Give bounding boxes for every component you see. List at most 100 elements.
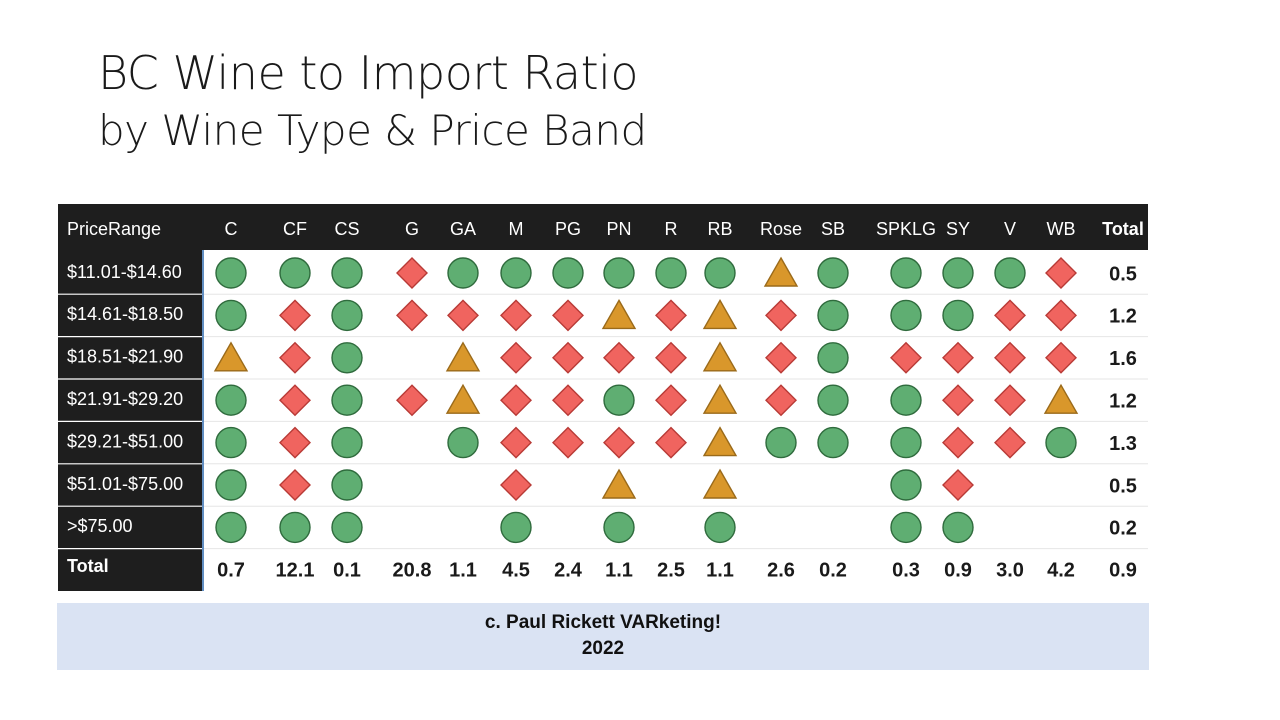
mark-circle bbox=[331, 299, 363, 332]
mark-circle bbox=[603, 257, 635, 289]
mark-circle bbox=[765, 426, 797, 459]
row-total: 1.3 bbox=[1109, 433, 1137, 455]
column-header-sy: SY bbox=[946, 219, 970, 239]
column-header-sb: SB bbox=[821, 219, 845, 239]
title-line-2: by Wine Type & Price Band bbox=[98, 106, 647, 155]
mark-diamond bbox=[603, 426, 635, 459]
mark-diamond bbox=[942, 384, 974, 417]
row-label: $14.61-$18.50 bbox=[67, 304, 183, 324]
column-header-rb: RB bbox=[707, 219, 732, 239]
mark-diamond bbox=[279, 469, 311, 501]
mark-diamond bbox=[765, 299, 797, 332]
column-header-m: M bbox=[509, 219, 524, 239]
mark-diamond bbox=[942, 341, 974, 374]
column-total: 0.1 bbox=[333, 559, 361, 581]
mark-diamond bbox=[500, 341, 532, 374]
mark-triangle bbox=[702, 468, 738, 499]
row-label: $11.01-$14.60 bbox=[67, 262, 182, 282]
mark-circle bbox=[215, 384, 247, 416]
matrix-header-bg bbox=[58, 204, 1148, 250]
column-total: 4.2 bbox=[1047, 559, 1075, 581]
column-total: 1.1 bbox=[605, 559, 633, 581]
mark-circle bbox=[331, 469, 363, 501]
mark-circle bbox=[704, 511, 736, 544]
footer-credit: c. Paul Rickett VARketing! 2022 bbox=[57, 603, 1149, 670]
row-label: >$75.00 bbox=[67, 516, 133, 536]
ratio-matrix: PriceRange C CF CS G GA M PG PN R RB Rose SB SPKLG SY V… bbox=[58, 204, 1148, 591]
mark-triangle bbox=[445, 383, 481, 414]
column-header-g: G bbox=[405, 219, 419, 239]
mark-circle bbox=[890, 299, 922, 332]
column-header-total: Total bbox=[1102, 219, 1144, 239]
mark-circle bbox=[942, 299, 974, 332]
column-header-spklg: SPKLG bbox=[876, 219, 936, 239]
column-total: 0.7 bbox=[217, 559, 245, 581]
mark-circle bbox=[817, 257, 849, 289]
mark-circle bbox=[890, 257, 922, 289]
row-label: $29.21-$51.00 bbox=[67, 431, 183, 451]
column-header-rose: Rose bbox=[760, 219, 802, 239]
corner-label: PriceRange bbox=[67, 219, 161, 239]
mark-diamond bbox=[942, 426, 974, 459]
column-total: 2.4 bbox=[554, 559, 583, 581]
mark-triangle bbox=[601, 468, 637, 499]
mark-circle bbox=[603, 384, 635, 416]
mark-diamond bbox=[994, 299, 1026, 332]
mark-diamond bbox=[1045, 257, 1077, 289]
mark-circle bbox=[331, 384, 363, 416]
column-total: 0.3 bbox=[892, 559, 920, 581]
mark-circle bbox=[500, 511, 532, 544]
column-total: 12.1 bbox=[276, 559, 315, 581]
mark-diamond bbox=[1045, 341, 1077, 374]
mark-circle bbox=[890, 511, 922, 544]
mark-diamond bbox=[890, 341, 922, 374]
mark-circle bbox=[994, 257, 1026, 289]
mark-circle bbox=[890, 469, 922, 501]
mark-triangle bbox=[445, 341, 481, 372]
mark-diamond bbox=[279, 384, 311, 417]
mark-circle bbox=[817, 426, 849, 459]
mark-diamond bbox=[1045, 299, 1077, 332]
mark-triangle bbox=[213, 341, 249, 372]
mark-diamond bbox=[655, 341, 687, 374]
mark-circle bbox=[447, 426, 479, 459]
mark-diamond bbox=[765, 341, 797, 374]
mark-circle bbox=[215, 299, 247, 332]
row-total: 0.5 bbox=[1109, 475, 1137, 497]
mark-circle bbox=[331, 257, 363, 289]
row-total: 1.6 bbox=[1109, 348, 1137, 370]
column-total: 2.5 bbox=[657, 559, 685, 581]
slide-title: BC Wine to Import Ratio by Wine Type & P… bbox=[98, 50, 647, 152]
mark-diamond bbox=[279, 341, 311, 374]
column-header-ga: GA bbox=[450, 219, 476, 239]
grand-total: 0.9 bbox=[1109, 559, 1137, 581]
mark-circle bbox=[1045, 426, 1077, 459]
mark-diamond bbox=[603, 341, 635, 374]
row-total: 1.2 bbox=[1109, 306, 1137, 328]
mark-circle bbox=[704, 257, 736, 289]
mark-triangle bbox=[601, 298, 637, 330]
mark-diamond bbox=[765, 384, 797, 417]
row-label-bg bbox=[58, 250, 202, 591]
footer-line-2: 2022 bbox=[581, 638, 625, 659]
row-label: $21.91-$29.20 bbox=[67, 389, 183, 409]
mark-diamond bbox=[942, 469, 974, 501]
mark-circle bbox=[279, 257, 311, 289]
total-row-label: Total bbox=[67, 556, 109, 576]
mark-triangle bbox=[702, 383, 738, 414]
column-total: 1.1 bbox=[449, 559, 477, 581]
mark-circle bbox=[215, 257, 247, 289]
column-header-wb: WB bbox=[1047, 219, 1076, 239]
mark-diamond bbox=[396, 257, 428, 289]
mark-circle bbox=[890, 426, 922, 459]
mark-diamond bbox=[655, 426, 687, 459]
column-total: 3.0 bbox=[996, 559, 1024, 581]
row-label: $51.01-$75.00 bbox=[67, 474, 183, 494]
mark-diamond bbox=[655, 299, 687, 332]
column-header-cs: CS bbox=[334, 219, 359, 239]
column-total: 0.2 bbox=[819, 559, 847, 581]
mark-diamond bbox=[552, 341, 584, 374]
mark-diamond bbox=[552, 426, 584, 459]
mark-circle bbox=[331, 342, 363, 374]
column-header-v: V bbox=[1004, 219, 1016, 239]
